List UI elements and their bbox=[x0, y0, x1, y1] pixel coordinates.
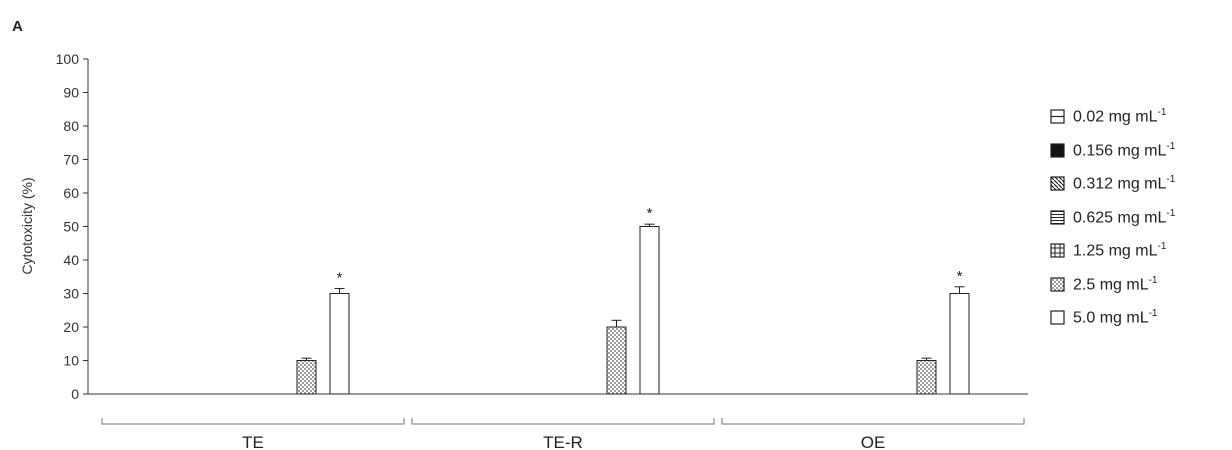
legend-item: 5.0 mg mL-1 bbox=[1050, 301, 1175, 335]
legend-label: 0.625 mg mL-1 bbox=[1073, 207, 1176, 226]
legend-label: 0.156 mg mL-1 bbox=[1073, 140, 1176, 159]
x-tick-label: OE bbox=[861, 433, 886, 450]
category-bracket bbox=[411, 418, 715, 425]
legend-swatch bbox=[1050, 210, 1065, 225]
bars: * * * bbox=[296, 205, 970, 395]
bar bbox=[949, 293, 970, 395]
y-tick-label: 60 bbox=[63, 185, 79, 201]
bar bbox=[639, 226, 660, 395]
panel-label: A bbox=[12, 18, 23, 35]
bar bbox=[606, 326, 627, 395]
legend-swatch bbox=[1050, 109, 1065, 124]
legend-label: 1.25 mg mL-1 bbox=[1073, 241, 1167, 260]
category-bracket bbox=[101, 418, 405, 425]
legend-label: 0.312 mg mL-1 bbox=[1073, 174, 1176, 193]
legend-item: 0.156 mg mL-1 bbox=[1050, 134, 1175, 168]
bar bbox=[329, 293, 350, 395]
legend-swatch bbox=[1050, 176, 1065, 191]
significance-marker: * bbox=[337, 269, 343, 286]
legend-swatch bbox=[1050, 143, 1065, 158]
bar bbox=[916, 360, 937, 395]
y-tick-label: 30 bbox=[63, 286, 79, 302]
legend-swatch bbox=[1050, 310, 1065, 325]
y-tick-label: 40 bbox=[63, 252, 79, 268]
category-bracket bbox=[721, 418, 1025, 425]
y-tick-label: 100 bbox=[56, 51, 80, 67]
legend-label: 0.02 mg mL-1 bbox=[1073, 107, 1167, 126]
legend-item: 0.312 mg mL-1 bbox=[1050, 167, 1175, 201]
y-tick-label: 50 bbox=[63, 219, 79, 235]
legend-swatch bbox=[1050, 277, 1065, 292]
bar bbox=[296, 360, 317, 395]
legend-item: 1.25 mg mL-1 bbox=[1050, 234, 1175, 268]
y-tick-label: 10 bbox=[63, 353, 79, 369]
y-tick-label: 90 bbox=[63, 85, 79, 101]
legend-label: 5.0 mg mL-1 bbox=[1073, 308, 1158, 327]
legend: 0.02 mg mL-1 0.156 mg mL-1 0.312 mg mL-1 0.… bbox=[1050, 100, 1175, 335]
y-tick-label: 0 bbox=[71, 386, 79, 402]
legend-item: 0.02 mg mL-1 bbox=[1050, 100, 1175, 134]
x-tick-label: TE bbox=[242, 433, 264, 450]
significance-marker: * bbox=[957, 268, 963, 285]
x-tick-label: TE-R bbox=[543, 433, 583, 450]
x-axis: TE TE-R OE bbox=[88, 393, 1028, 450]
y-axis: 0 10 20 30 40 50 60 70 80 90 100 bbox=[56, 51, 89, 402]
significance-marker: * bbox=[647, 205, 653, 222]
legend-item: 2.5 mg mL-1 bbox=[1050, 268, 1175, 302]
y-tick-label: 20 bbox=[63, 319, 79, 335]
y-axis-title: Cytotoxicity (%) bbox=[19, 177, 35, 274]
legend-label: 2.5 mg mL-1 bbox=[1073, 274, 1158, 293]
y-tick-label: 80 bbox=[63, 118, 79, 134]
legend-item: 0.625 mg mL-1 bbox=[1050, 201, 1175, 235]
y-tick-label: 70 bbox=[63, 152, 79, 168]
legend-swatch bbox=[1050, 243, 1065, 258]
